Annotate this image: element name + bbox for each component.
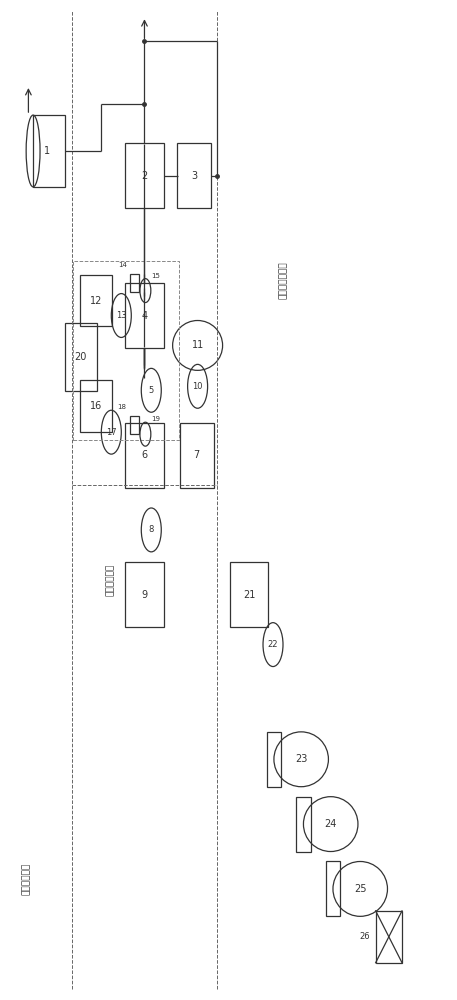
Bar xyxy=(125,562,164,627)
Text: 9: 9 xyxy=(141,590,148,600)
Text: 11: 11 xyxy=(191,340,204,350)
Text: 13: 13 xyxy=(116,311,127,320)
Bar xyxy=(180,423,214,488)
Text: 22: 22 xyxy=(268,640,278,649)
Text: 18: 18 xyxy=(118,404,127,410)
Bar xyxy=(125,143,164,208)
Text: 16: 16 xyxy=(90,401,102,411)
Text: 25: 25 xyxy=(354,884,367,894)
Text: 7: 7 xyxy=(194,450,200,460)
Text: 10: 10 xyxy=(192,382,203,391)
Text: 离子交换子系统: 离子交换子系统 xyxy=(278,262,287,299)
Bar xyxy=(80,380,112,432)
Bar xyxy=(229,562,268,627)
Bar xyxy=(33,115,65,187)
Text: 14: 14 xyxy=(118,262,127,268)
Text: 19: 19 xyxy=(151,416,160,422)
Bar xyxy=(64,323,97,391)
Bar xyxy=(130,274,138,292)
Bar xyxy=(177,143,212,208)
Bar xyxy=(266,732,281,787)
Bar xyxy=(73,261,179,440)
Text: 2: 2 xyxy=(141,171,148,181)
Text: 20: 20 xyxy=(74,352,87,362)
Text: 6: 6 xyxy=(141,450,148,460)
Text: 21: 21 xyxy=(243,590,255,600)
Text: 17: 17 xyxy=(106,428,117,437)
Text: 膜处理子系统: 膜处理子系统 xyxy=(106,564,115,596)
Text: 4: 4 xyxy=(141,311,148,321)
Text: 粗过滤子系统: 粗过滤子系统 xyxy=(22,863,31,895)
Bar xyxy=(130,416,138,434)
Text: 12: 12 xyxy=(90,296,102,306)
Text: 3: 3 xyxy=(191,171,197,181)
Bar xyxy=(376,911,402,963)
Bar xyxy=(326,861,340,916)
Text: 15: 15 xyxy=(151,273,160,279)
Text: 1: 1 xyxy=(44,146,50,156)
Bar xyxy=(125,423,164,488)
Text: 8: 8 xyxy=(149,525,154,534)
Text: 5: 5 xyxy=(149,386,154,395)
Bar xyxy=(80,275,112,326)
Bar xyxy=(296,797,311,852)
Bar xyxy=(125,283,164,348)
Text: 23: 23 xyxy=(295,754,308,764)
Text: 26: 26 xyxy=(360,932,371,941)
Text: 24: 24 xyxy=(324,819,337,829)
